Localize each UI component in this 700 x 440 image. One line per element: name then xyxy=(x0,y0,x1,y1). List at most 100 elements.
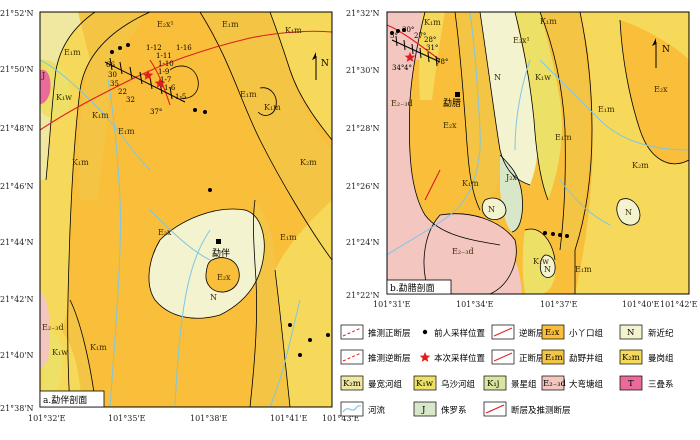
legend-code: K₂m xyxy=(622,353,640,363)
map-b-caption: b.勐腊剖面 xyxy=(390,282,435,294)
map-a-unit-e1m-nw: E₁m xyxy=(64,48,81,57)
map-a-unit-j: J xyxy=(41,71,45,80)
lon-label: 101°31'E xyxy=(373,300,411,309)
sample-id: 1-11 xyxy=(156,52,172,60)
map-a-unit-k1m-ne: K₁m xyxy=(285,26,302,35)
map-a-unit-e2x: E₂x xyxy=(158,228,172,237)
legend-label: 三叠系 xyxy=(648,379,674,390)
sample-id: 1-12 xyxy=(146,44,162,52)
legend-this-sample: 本次采样位置 xyxy=(419,352,486,364)
dip-label: 22 xyxy=(118,88,127,96)
map-b-unit-e1m-c: E₁m xyxy=(555,133,572,142)
sample-id: 1-16 xyxy=(176,44,192,52)
legend-label: 勐野井组 xyxy=(569,353,604,364)
map-a-kwm-west xyxy=(40,12,95,180)
map-a-unit-k1w-nw: K₁w xyxy=(56,93,72,102)
map-a-e2d-sw xyxy=(40,290,50,370)
map-b-north-arrow: N xyxy=(652,38,670,68)
map-b-unit-j2x: J₂x xyxy=(505,173,517,182)
lon-label: 101°34'E xyxy=(456,300,494,309)
map-a-unit-n: N xyxy=(210,293,217,302)
map-a-caption-box xyxy=(39,390,105,408)
dip-label: 32 xyxy=(126,96,135,104)
legend-code: K₁j xyxy=(487,379,499,389)
map-b-frame xyxy=(386,11,690,295)
legend-code: K₁w xyxy=(416,379,434,389)
legend-e1m: E₁m 勐野井组 xyxy=(541,349,604,365)
legend-label: 乌沙河组 xyxy=(441,379,476,390)
map-b-unit-n-p2: N xyxy=(625,208,632,217)
map-a-north-arrow: N xyxy=(312,52,329,80)
legend-kwm: K₂m 曼宽河组 xyxy=(340,375,403,391)
sample-id: 1-10 xyxy=(158,60,174,68)
lat-label: 21°38'N xyxy=(0,404,34,413)
legend-e2d: E₂₋₃d 大弯塘组 xyxy=(541,375,604,391)
map-b-unit-e2x-east: E₂x xyxy=(654,85,668,94)
legend-previous-sample: 前人采样位置 xyxy=(422,328,486,339)
legend-inferred-reverse-fault: 推测逆断层 xyxy=(340,349,411,365)
lat-label: 21°48'N xyxy=(0,124,34,133)
legend-river: 河流 xyxy=(340,401,386,417)
lon-label: 101°42'E xyxy=(660,300,698,309)
legend-inferred-normal-fault: 推测正断层 xyxy=(340,324,411,340)
map-a-town-label: 勐伴 xyxy=(212,247,230,259)
map-b-unit-n-p3: N xyxy=(544,265,551,274)
map-b-n-patch3 xyxy=(539,254,556,278)
legend-k1j: K₁j 景星组 xyxy=(483,375,537,391)
map-b-rivers xyxy=(387,12,689,256)
lat-label: 21°30'N xyxy=(346,66,380,75)
lat-label: 21°26'N xyxy=(346,182,380,191)
map-a-k1m-ne xyxy=(270,12,332,140)
dip-label: 37° xyxy=(150,108,162,116)
legend-label: 景星组 xyxy=(511,379,537,390)
map-b-e2d-west xyxy=(387,12,522,294)
dip-label: 31° xyxy=(426,44,438,52)
map-a-e1m-west xyxy=(78,12,150,200)
map-b-unit-k1m-c: K₁m xyxy=(462,179,479,188)
map-b-k1m-nw xyxy=(419,12,445,100)
legend-n: N 新近纪 xyxy=(619,324,674,340)
map-a-unit-k1m-w: K₁m xyxy=(92,111,109,120)
map-a-unit-e1m-n: E₁m xyxy=(222,20,239,29)
lat-label: 21°40'N xyxy=(0,351,34,360)
map-a-unit-e2d: E₂₋₃d xyxy=(42,323,64,332)
map-a-dip-labels-right: 1-12 1-16 1-11 1-10 1-9 1-7 1-6 1-5 37° xyxy=(146,44,192,116)
map-b-unit-k1m-n: K₁m xyxy=(540,17,557,26)
legend-label: 曼岗组 xyxy=(648,353,674,364)
map-b-t-nw xyxy=(387,12,420,60)
dip-label: 34° xyxy=(392,64,404,72)
map-a-north-label: N xyxy=(321,59,329,69)
map-b-e1m-east xyxy=(540,12,590,250)
legend-t: T 三叠系 xyxy=(619,375,674,391)
legend-code: N xyxy=(627,328,635,338)
map-b-faults xyxy=(387,24,441,201)
map-b-n-patch1 xyxy=(481,197,507,220)
legend-normal-fault: 正断层 xyxy=(491,349,545,365)
lon-label: 101°43'E xyxy=(322,414,360,423)
map-a-unit-k1m-w2: K₁m xyxy=(72,158,89,167)
sample-id: 1-6 xyxy=(164,84,176,92)
legend-reverse-fault: 逆断层 xyxy=(491,324,545,340)
map-b-unit-k2m-e: K₂m xyxy=(632,161,649,170)
map-b-contacts xyxy=(408,12,689,294)
map-a-unit-e1m-e: E₁m xyxy=(280,233,297,242)
map-a-section-line xyxy=(104,57,186,103)
map-a-lat-labels: 21°52'N 21°50'N 21°48'N 21°46'N 21°44'N … xyxy=(0,9,34,413)
lat-label: 21°46'N xyxy=(0,182,34,191)
map-a-unit-k1m-sw: K₁m xyxy=(90,343,107,352)
map-a-unit-e2x1: E₂x¹ xyxy=(157,20,174,29)
legend-k2m: K₂m 曼岗组 xyxy=(619,349,674,365)
map-a-unit-k1w-sw: K₁w xyxy=(52,348,68,357)
map-a-unit-k1m-c: K₁m xyxy=(264,103,281,112)
map-b-section-line xyxy=(391,35,441,67)
dip-label: 5° xyxy=(390,32,398,40)
lat-label: 21°50'N xyxy=(0,65,34,74)
sample-id: 1-5 xyxy=(175,93,186,101)
map-b-n-patch2 xyxy=(616,198,641,226)
legend-code: E₂₋₃d xyxy=(543,379,567,389)
map-a-caption: a.勐伴剖面 xyxy=(43,394,87,406)
map-b-unit-e2d-w: E₂₋₃d xyxy=(391,99,413,108)
map-a-lon-labels: 101°32'E 101°35'E 101°38'E 101°41'E 101°… xyxy=(28,414,360,423)
dip-label: 4° xyxy=(404,64,412,72)
legend-k1w: K₁w 乌沙河组 xyxy=(413,375,476,391)
